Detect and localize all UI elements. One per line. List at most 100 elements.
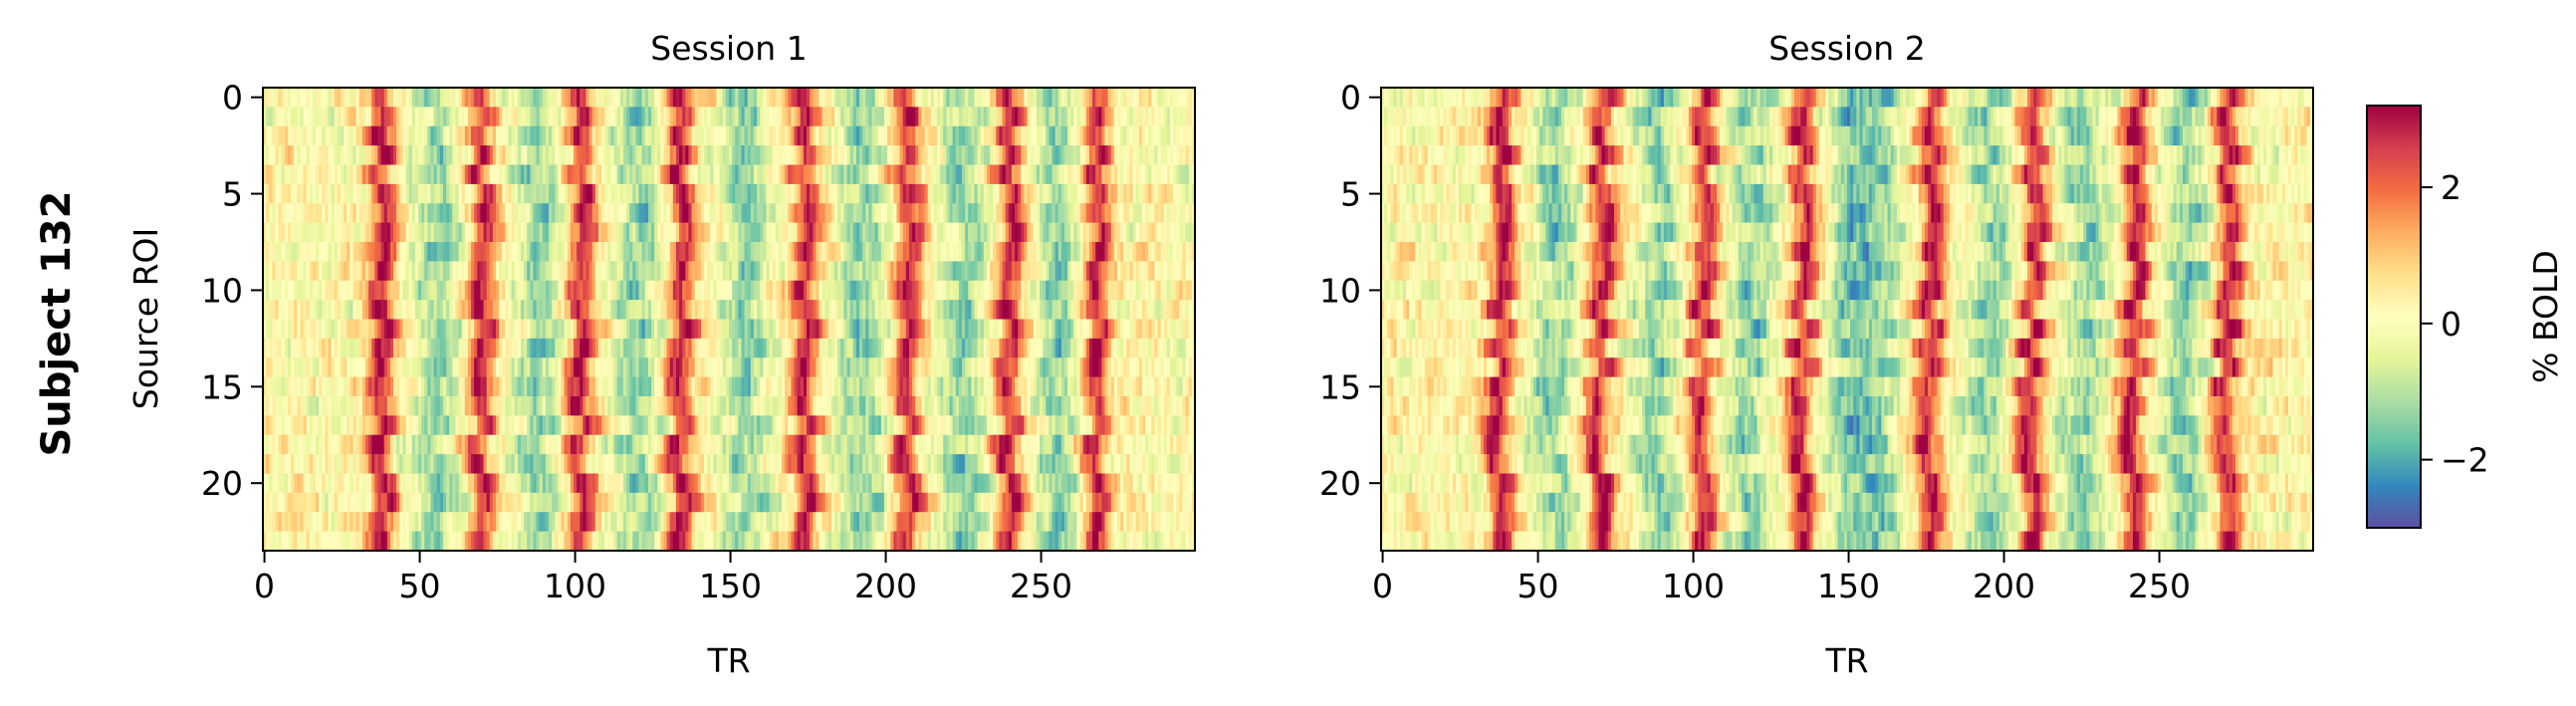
heatmap-cell [899,357,904,378]
heatmap-cell [471,125,475,146]
heatmap-cell [303,280,308,301]
heatmap-cell [530,125,535,146]
heatmap-cell [1067,376,1071,397]
heatmap-cell [1132,183,1137,204]
heatmap-cell [1132,261,1137,282]
heatmap-cell [868,261,873,282]
heatmap-cell [396,88,400,108]
heatmap-cell [700,88,705,108]
heatmap-cell [890,357,894,378]
heatmap-cell [567,280,572,301]
heatmap-cell [672,319,677,340]
heatmap-cell [464,107,469,127]
heatmap-cell [269,88,273,108]
heatmap-cell [641,183,646,204]
heatmap-cell [834,88,838,108]
heatmap-cell [616,280,621,301]
heatmap-cell [399,125,403,146]
heatmap-cell [1117,357,1121,378]
heatmap-cell [1008,319,1013,340]
heatmap-cell [1163,300,1168,321]
heatmap-cell [1188,319,1193,340]
heatmap-cell [1166,319,1171,340]
heatmap-cell [549,338,553,358]
heatmap-cell [753,125,758,146]
heatmap-cell [1145,242,1149,262]
heatmap-cell [449,261,453,282]
heatmap-cell [414,319,419,340]
heatmap-cell [328,183,333,204]
heatmap-cell [741,300,746,321]
heatmap-cell [319,300,323,321]
heatmap-cell [824,319,829,340]
heatmap-cell [325,376,330,397]
heatmap-cell [1148,145,1152,166]
heatmap-cell [281,242,286,262]
heatmap-cell [1148,242,1152,262]
heatmap-cell [912,376,916,397]
heatmap-cell [439,300,444,321]
heatmap-cell [312,300,317,321]
heatmap-cell [1033,261,1038,282]
heatmap-cell [750,338,755,358]
heatmap-cell [1008,242,1013,262]
heatmap-cell [483,107,488,127]
heatmap-cell [1063,145,1068,166]
heatmap-cell [1154,164,1159,185]
heatmap-cell [846,338,851,358]
heatmap-cell [691,164,696,185]
heatmap-cell [377,107,382,127]
heatmap-cell [722,125,727,146]
heatmap-cell [464,319,469,340]
heatmap-cell [613,203,618,224]
heatmap-cell [1021,145,1025,166]
heatmap-cell [337,319,342,340]
heatmap-cell [455,396,460,416]
heatmap-cell [810,261,814,282]
heatmap-cell [1008,183,1013,204]
heatmap-cell [622,338,627,358]
heatmap-cell [386,357,391,378]
heatmap-cell [912,280,916,301]
heatmap-cell [890,125,894,146]
heatmap-cell [433,88,438,108]
heatmap-cell [1107,376,1112,397]
heatmap-cell [350,125,354,146]
heatmap-cell [1036,183,1041,204]
heatmap-cell [803,396,808,416]
heatmap-cell [1170,125,1174,146]
heatmap-cell [747,357,752,378]
heatmap-cell [937,203,941,224]
heatmap-cell [455,88,460,108]
heatmap-cell [775,183,780,204]
heatmap-cell [574,280,578,301]
heatmap-cell [361,222,366,243]
heatmap-cell [389,222,394,243]
heatmap-cell [874,242,879,262]
heatmap-cell [993,88,997,108]
heatmap-cell [601,357,605,378]
heatmap-cell [933,222,938,243]
heatmap-cell [644,164,649,185]
heatmap-cell [291,88,295,108]
heatmap-cell [334,222,339,243]
heatmap-cell [1052,222,1056,243]
heatmap-cell [272,88,277,108]
heatmap-cell [999,300,1004,321]
heatmap-cell [328,222,333,243]
heatmap-cell [303,183,308,204]
heatmap-cell [952,242,957,262]
heatmap-cell [331,376,336,397]
heatmap-cell [564,300,569,321]
heatmap-cell [899,88,904,108]
heatmap-cell [785,164,789,185]
heatmap-cell [455,164,460,185]
heatmap-cell [1135,261,1140,282]
heatmap-cell [1148,164,1152,185]
heatmap-cell [408,203,413,224]
heatmap-cell [669,125,674,146]
heatmap-cell [449,242,453,262]
heatmap-cell [846,145,851,166]
heatmap-cell [852,203,857,224]
heatmap-cell [517,280,522,301]
